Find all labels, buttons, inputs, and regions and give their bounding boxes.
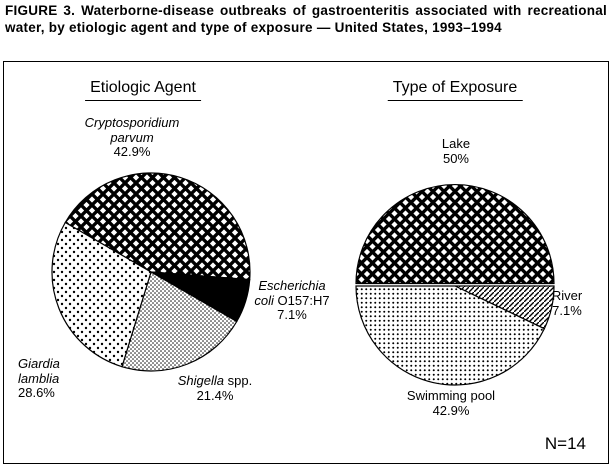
label-serotype: O157:H7 bbox=[277, 292, 330, 308]
pie-slice-cryptosporidium-parvum bbox=[64, 172, 251, 281]
label-line: Lake bbox=[441, 136, 471, 151]
label-line: River bbox=[551, 288, 583, 303]
label-percent: 42.9% bbox=[432, 402, 470, 418]
label-river: River 7.1% bbox=[551, 288, 583, 318]
label-spp: spp. bbox=[227, 373, 253, 388]
pie-charts-svg bbox=[51, 172, 555, 386]
left-chart-heading: Etiologic Agent bbox=[85, 79, 201, 101]
label-escherichia-coli: Escherichia coli O157:H7 7.1% bbox=[254, 278, 330, 323]
right-chart-heading: Type of Exposure bbox=[387, 79, 523, 101]
label-percent: 7.1% bbox=[552, 302, 582, 318]
label-line: coli O157:H7 bbox=[254, 292, 330, 309]
label-line: Shigella spp. bbox=[177, 373, 253, 389]
label-lake: Lake 50% bbox=[441, 136, 471, 166]
pie-slice-swimming-pool bbox=[355, 285, 546, 386]
label-shigella-spp: Shigella spp. 21.4% bbox=[177, 373, 253, 403]
pie-slice-lake bbox=[355, 183, 555, 285]
label-percent: 28.6% bbox=[18, 385, 55, 401]
pie-type-of-exposure bbox=[355, 183, 555, 386]
sample-size-label: N=14 bbox=[544, 434, 586, 453]
label-swimming-pool: Swimming pool 42.9% bbox=[406, 388, 496, 418]
pie-slice-shigella-spp- bbox=[121, 271, 238, 372]
label-line: Cryptosporidium bbox=[84, 115, 180, 130]
pie-etiologic-agent bbox=[51, 172, 251, 372]
label-genus: Shigella bbox=[177, 373, 225, 388]
label-percent: 50% bbox=[442, 150, 470, 166]
label-line: parvum bbox=[110, 129, 154, 145]
label-line: Swimming pool bbox=[406, 388, 496, 403]
label-cryptosporidium-parvum: Cryptosporidium parvum 42.9% bbox=[84, 115, 180, 160]
label-line: lamblia bbox=[18, 370, 60, 386]
chart-area: Etiologic Agent Type of Exposure bbox=[3, 61, 609, 464]
label-percent: 21.4% bbox=[196, 387, 234, 403]
figure-title: FIGURE 3. Waterborne-disease outbreaks o… bbox=[5, 3, 607, 35]
label-line: Giardia bbox=[18, 356, 60, 371]
label-giardia-lamblia: Giardia lamblia 28.6% bbox=[18, 356, 60, 401]
label-genus: coli bbox=[254, 292, 274, 308]
pie-slice-giardia-lamblia bbox=[51, 221, 152, 368]
label-percent: 42.9% bbox=[113, 144, 151, 160]
label-line: Escherichia bbox=[258, 278, 326, 293]
label-percent: 7.1% bbox=[277, 307, 307, 323]
